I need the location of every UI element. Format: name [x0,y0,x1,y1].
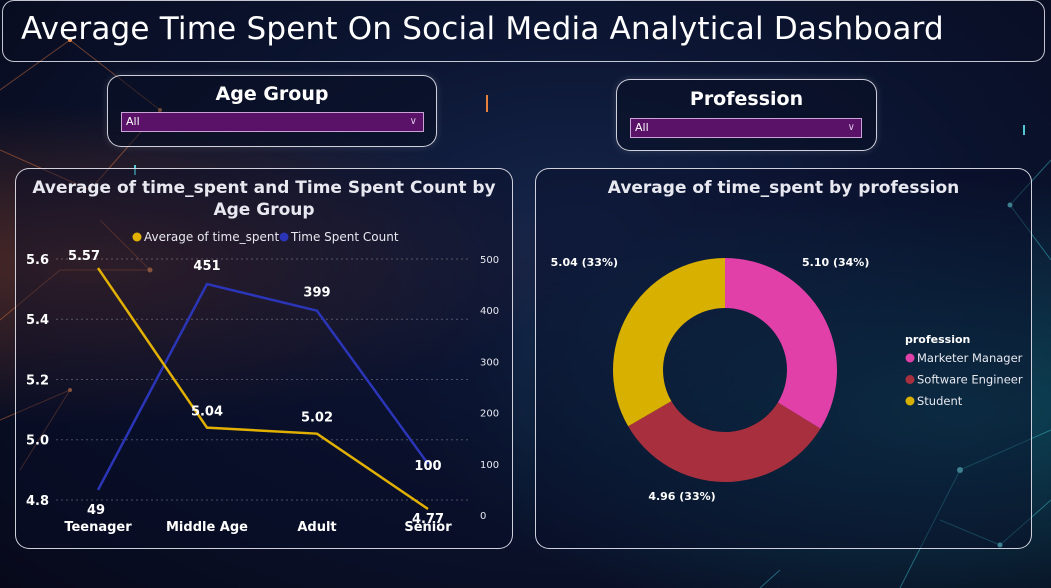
legend-marker [905,353,915,363]
data-label-average: 4.77 [412,512,444,527]
donut-data-label: 4.96 (33%) [648,490,715,503]
profession-chart-title: Average of time_spent by profession [607,178,960,198]
y-right-tick-label: 0 [480,511,486,522]
series-line-average-time-spent [96,267,429,511]
data-label-average: 5.57 [68,249,100,264]
y-left-tick-label: 4.8 [26,494,49,509]
data-label-average: 5.02 [301,411,333,426]
data-label-count: 399 [303,286,330,301]
y-left-tick-label: 5.6 [26,253,49,268]
legend-label: Student [917,394,963,408]
profession-slicer: Profession All ∨ [616,79,877,151]
donut-slice-student [613,258,725,427]
x-tick-label: Senior [404,520,452,535]
age-group-dropdown[interactable]: All ∨ [121,112,424,132]
donut-slice-software-engineer [628,401,821,482]
profession-chart-card: Average of time_spent by profession 5.10… [535,168,1032,549]
age-group-chart-card: Average of time_spent and Time Spent Cou… [15,168,513,549]
legend-title: profession [905,333,970,346]
legend-label-average: Average of time_spent [144,230,279,244]
profession-dropdown-value: All [635,121,649,134]
legend-marker [905,396,915,406]
legend-label-count: Time Spent Count [290,230,399,244]
data-label-count: 49 [87,503,105,518]
profession-donut-chart: 5.10 (34%) 4.96 (33%) 5.04 (33%) profession… [551,256,1023,503]
age-group-dropdown-value: All [126,115,140,128]
donut-data-label: 5.10 (34%) [802,256,869,269]
y-right-tick-label: 400 [480,306,499,317]
chevron-down-icon: ∨ [847,122,855,133]
y-right-tick-label: 100 [480,460,499,471]
age-group-slicer-title: Age Group [215,83,329,105]
x-tick-label: Adult [297,520,336,535]
legend-label: Software Engineer [917,373,1023,387]
age-group-slicer: Age Group All ∨ [107,75,437,147]
y-right-tick-label: 300 [480,357,499,368]
page-title: Average Time Spent On Social Media Analy… [21,11,944,47]
title-bar: Average Time Spent On Social Media Analy… [2,0,1045,62]
profession-dropdown[interactable]: All ∨ [630,118,862,138]
legend-label: Marketer Manager [917,351,1023,365]
y-left-tick-label: 5.2 [26,373,49,388]
donut-slice-marketer-manager [725,258,837,429]
y-left-tick-label: 5.4 [26,313,49,328]
profession-slicer-title: Profession [689,88,804,110]
x-tick-label: Teenager [64,520,132,535]
y-left-tick-label: 5.0 [26,434,49,449]
age-group-line-chart: Average of time_spent Time Spent Count 5.6… [26,230,499,535]
chevron-down-icon: ∨ [409,116,417,127]
data-label-count: 451 [193,259,220,274]
series-line-time-spent-count [96,282,430,491]
y-right-tick-label: 500 [480,255,499,266]
donut-data-label: 5.04 (33%) [551,256,618,269]
x-tick-label: Middle Age [166,520,248,535]
legend-marker-count [279,232,289,242]
legend-marker-average [132,232,142,242]
data-label-average: 5.04 [191,405,223,420]
legend-marker [905,375,915,384]
y-right-tick-label: 200 [480,409,499,420]
age-group-chart-title: Average of time_spent and Time Spent Cou… [32,178,496,220]
data-label-count: 100 [414,459,441,474]
